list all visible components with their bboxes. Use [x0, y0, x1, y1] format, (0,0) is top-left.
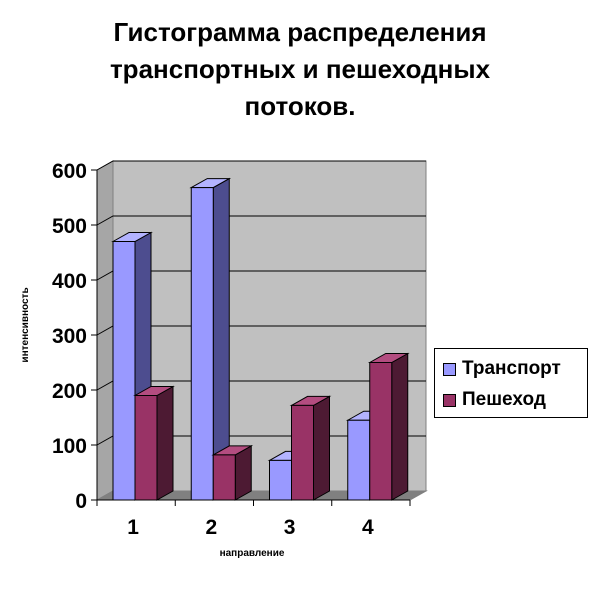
y-tick-label: 0 [75, 490, 87, 513]
bar-side [391, 352, 409, 501]
bar-front [212, 454, 236, 501]
chart-title-line-1: Гистограмма распределения [113, 17, 487, 47]
bar-pedestrian-1 [133, 385, 175, 501]
y-tick-label: 600 [52, 160, 87, 183]
y-axis-title: интенсивность [20, 287, 31, 362]
y-tick-label: 300 [52, 325, 87, 348]
y-tick-label: 100 [52, 435, 87, 458]
tick-labels: 0 100 200 300 400 500 600 1 2 3 4 [52, 160, 374, 539]
bars [111, 177, 410, 501]
x-tick-label: 3 [284, 516, 296, 539]
legend-swatch-pedestrian [443, 393, 456, 407]
bar-front [112, 241, 136, 501]
y-tick-label: 400 [52, 270, 87, 293]
legend-item-pedestrian: Пешеход [443, 389, 546, 411]
bar-side [156, 385, 174, 501]
bar-pedestrian-4 [367, 352, 410, 501]
bar-front [269, 459, 292, 501]
chart-title-line-3: потоков. [244, 91, 356, 121]
gridline [96, 215, 426, 226]
legend-label-transport: Транспорт [462, 358, 561, 379]
legend-label-pedestrian: Пешеход [462, 389, 546, 410]
x-axis-title: направление [220, 548, 285, 559]
gridline [96, 160, 426, 171]
y-tick-label: 500 [52, 215, 87, 238]
legend-item-transport: Транспорт [443, 358, 561, 380]
x-tick-label: 4 [362, 516, 374, 539]
x-tick-label: 1 [127, 516, 139, 539]
bar-front [134, 395, 158, 501]
x-tick-label: 2 [206, 516, 218, 539]
bar-front [190, 187, 214, 501]
bar-pedestrian-2 [211, 445, 254, 501]
bar-side [313, 395, 330, 501]
bar-transport-2 [189, 177, 232, 501]
bar-front [347, 419, 371, 501]
bar-front [291, 404, 314, 501]
y-tick-label: 200 [52, 380, 87, 403]
chart-title-line-2: транспортных и пешеходных [109, 54, 491, 84]
chart-title: Гистограмма распределения транспортных и… [60, 14, 540, 125]
bar-pedestrian-3 [289, 395, 332, 501]
legend: Транспорт Пешеход [434, 348, 588, 418]
bar-front [369, 362, 393, 501]
legend-swatch-transport [443, 362, 456, 376]
